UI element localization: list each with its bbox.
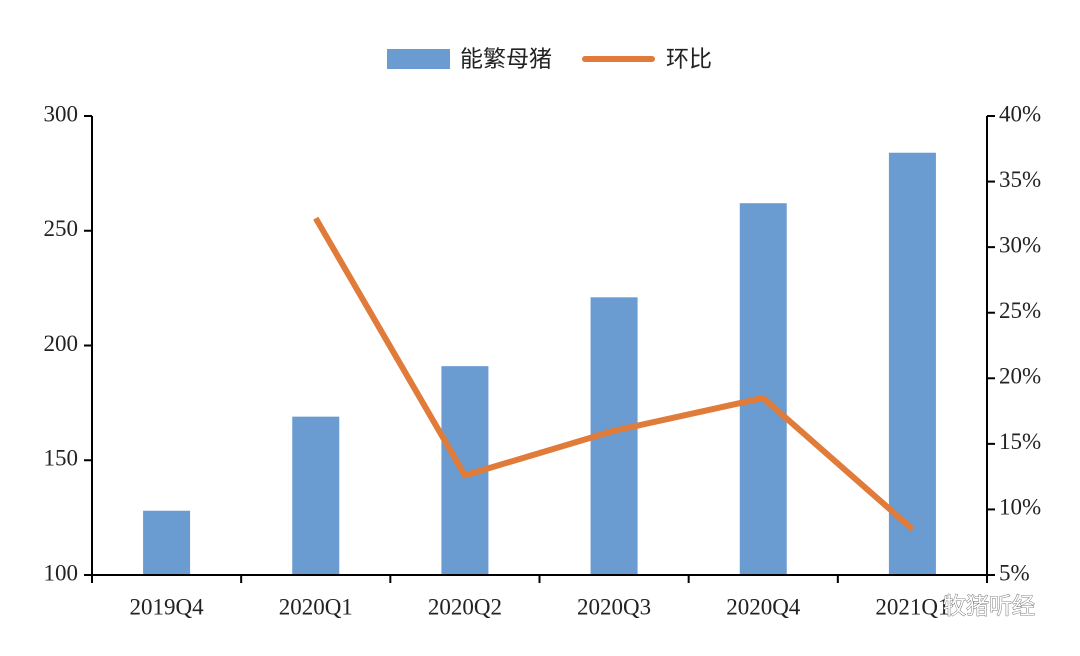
watermark: 牧猪听经 <box>943 594 1035 620</box>
x-tick-label: 2019Q4 <box>130 594 205 619</box>
x-tick-label: 2021Q1 <box>875 594 949 619</box>
bar <box>888 152 936 575</box>
y-tick-label: 100 <box>44 560 79 585</box>
legend-label: 能繁母猪 <box>460 47 552 73</box>
y2-tick-label: 35% <box>999 167 1041 192</box>
bar <box>292 416 340 575</box>
y2-tick-label: 10% <box>999 495 1041 520</box>
bar <box>739 203 787 575</box>
y2-tick-label: 30% <box>999 232 1041 257</box>
y-tick-label: 200 <box>44 331 79 356</box>
legend-swatch <box>387 49 450 69</box>
x-tick-label: 2020Q2 <box>428 594 502 619</box>
x-tick-label: 2020Q1 <box>279 594 353 619</box>
y2-tick-label: 5% <box>999 560 1030 585</box>
line <box>313 216 915 532</box>
y-tick-label: 250 <box>44 216 79 241</box>
y-tick-label: 300 <box>44 101 79 126</box>
y2-tick-label: 20% <box>999 364 1041 389</box>
x-tick-label: 2020Q4 <box>726 594 801 619</box>
y-tick-label: 150 <box>44 446 79 471</box>
y2-tick-label: 15% <box>999 429 1041 454</box>
y2-tick-label: 25% <box>999 298 1041 323</box>
y2-tick-label: 40% <box>999 101 1041 126</box>
x-tick-label: 2020Q3 <box>577 594 651 619</box>
bar <box>143 510 191 575</box>
legend-label: 环比 <box>666 47 712 73</box>
